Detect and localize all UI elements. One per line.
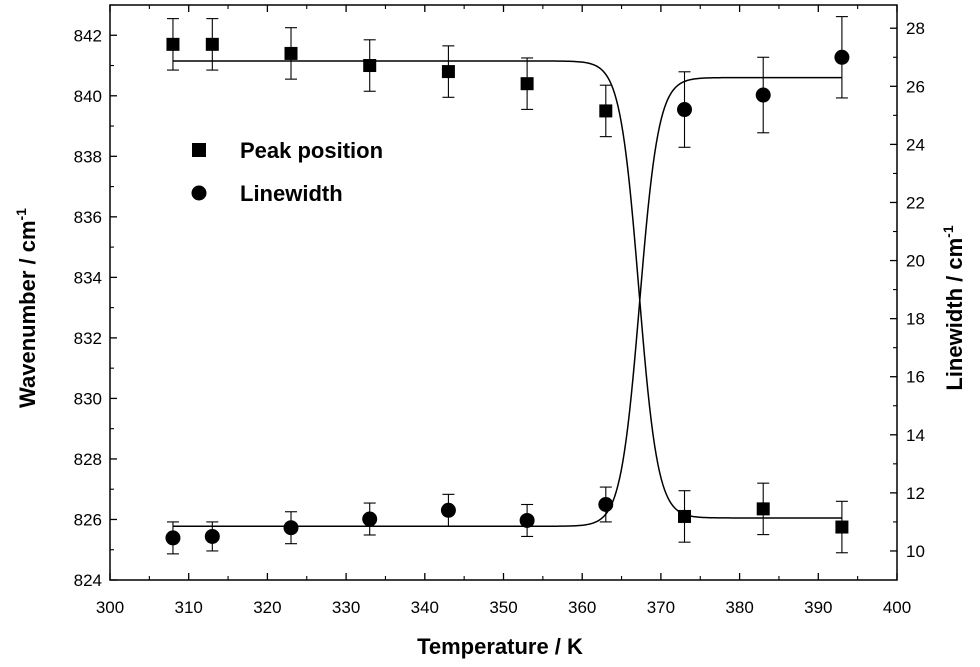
- x-axis-title: Temperature / K: [417, 634, 583, 659]
- linewidth-point: [834, 49, 850, 65]
- peak-position-point: [284, 46, 298, 60]
- linewidth-point: [755, 87, 771, 103]
- linewidth-point: [283, 520, 299, 536]
- right-y-tick-label: 18: [906, 310, 925, 329]
- x-tick-label: 390: [804, 598, 832, 617]
- right-y-tick-label: 16: [906, 368, 925, 387]
- plot-frame: [109, 4, 898, 581]
- peak-position-fit-curve: [172, 60, 842, 519]
- x-tick-label: 310: [175, 598, 203, 617]
- legend-circle-marker: [191, 185, 207, 201]
- linewidth-point: [204, 528, 220, 544]
- left-y-tick-label: 840: [74, 87, 102, 106]
- legend-label-linewidth: Linewidth: [240, 181, 343, 206]
- x-tick-label: 330: [332, 598, 360, 617]
- peak-position-point: [363, 59, 377, 73]
- peak-position-point: [756, 502, 770, 516]
- right-axis-title: Linewidth / cm-1: [940, 225, 967, 390]
- right-y-tick-label: 10: [906, 542, 925, 561]
- linewidth-point: [165, 530, 181, 546]
- right-axis-title-text: Linewidth / cm: [942, 238, 967, 391]
- linewidth-point: [598, 496, 614, 512]
- left-y-tick-label: 826: [74, 510, 102, 529]
- left-axis-title-text: Wavenumber / cm: [15, 220, 40, 407]
- right-y-tick-label: 20: [906, 252, 925, 271]
- linewidth-point: [677, 102, 693, 118]
- x-tick-label: 370: [647, 598, 675, 617]
- x-tick-label: 380: [725, 598, 753, 617]
- peak-position-point: [599, 104, 613, 118]
- right-y-tick-label: 22: [906, 193, 925, 212]
- left-axis-title: Wavenumber / cm-1: [13, 208, 40, 408]
- x-tick-label: 400: [883, 598, 911, 617]
- right-y-tick-label: 12: [906, 484, 925, 503]
- right-y-tick-label: 14: [906, 426, 925, 445]
- right-y-tick-label: 28: [906, 19, 925, 38]
- left-y-tick-label: 828: [74, 450, 102, 469]
- x-tick-label: 320: [253, 598, 281, 617]
- tick-labels: 300 310 320 330 340 350 360 370 380 390 400 824 826 8…: [74, 19, 925, 617]
- right-y-tick-label: 24: [906, 135, 925, 154]
- x-tick-label: 300: [96, 598, 124, 617]
- left-y-tick-label: 830: [74, 389, 102, 408]
- left-y-tick-label: 842: [74, 26, 102, 45]
- x-tick-label: 360: [568, 598, 596, 617]
- x-tick-label: 350: [489, 598, 517, 617]
- left-y-tick-label: 834: [74, 268, 102, 287]
- peak-position-point: [441, 65, 455, 79]
- legend: Peak position Linewidth: [191, 138, 383, 206]
- right-axis-title-sup: -1: [940, 225, 956, 238]
- peak-position-point: [166, 37, 180, 51]
- left-y-tick-label: 838: [74, 147, 102, 166]
- x-tick-label: 340: [411, 598, 439, 617]
- peak-position-point: [835, 520, 849, 534]
- left-axis-title-sup: -1: [13, 208, 29, 221]
- data-points: [165, 16, 850, 555]
- left-y-tick-label: 836: [74, 208, 102, 227]
- axes: [109, 4, 898, 581]
- left-y-tick-label: 832: [74, 329, 102, 348]
- peak-position-point: [520, 77, 534, 91]
- right-y-tick-label: 26: [906, 77, 925, 96]
- linewidth-point: [440, 502, 456, 518]
- linewidth-point: [362, 511, 378, 527]
- legend-label-peak-position: Peak position: [240, 138, 383, 163]
- peak-position-point: [205, 37, 219, 51]
- linewidth-point: [519, 512, 535, 528]
- fit-curves: [172, 60, 842, 528]
- peak-position-point: [678, 509, 692, 523]
- legend-square-marker: [192, 143, 206, 157]
- left-y-tick-label: 824: [74, 571, 102, 590]
